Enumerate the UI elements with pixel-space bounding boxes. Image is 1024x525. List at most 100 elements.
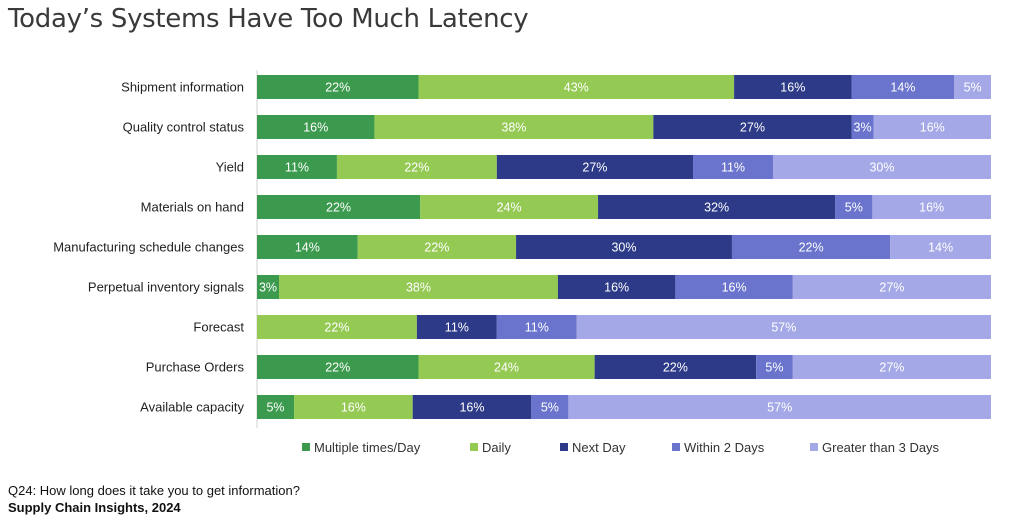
bar-shipment-information-within-2-days — [851, 75, 955, 99]
bar-yield-greater-than-3-days — [772, 155, 991, 179]
bar-perpetual-inventory-signals-next-day — [557, 275, 676, 299]
data-label-forecast-daily: 22% — [324, 321, 349, 335]
bar-materials-on-hand-next-day — [598, 195, 836, 219]
data-label-quality-control-status-greater-than-3-days: 16% — [920, 121, 945, 135]
bar-materials-on-hand-daily — [420, 195, 599, 219]
data-label-manufacturing-schedule-changes-daily: 22% — [424, 241, 449, 255]
category-labels: Shipment information Quality control stat… — [53, 80, 244, 415]
data-label-quality-control-status-multiple-times-day: 16% — [303, 121, 328, 135]
legend-swatch-daily — [470, 443, 478, 451]
legend-label-within-2-days: Within 2 Days — [684, 440, 765, 455]
bar-available-capacity-next-day — [412, 395, 532, 419]
bar-purchase-orders-greater-than-3-days — [792, 355, 991, 379]
data-label-purchase-orders-multiple-times-day: 22% — [325, 361, 350, 375]
category-label-yield: Yield — [216, 160, 244, 175]
data-label-yield-next-day: 27% — [582, 161, 607, 175]
bar-materials-on-hand-greater-than-3-days — [872, 195, 991, 219]
bar-yield-next-day — [496, 155, 694, 179]
data-label-perpetual-inventory-signals-greater-than-3-days: 27% — [879, 281, 904, 295]
legend-label-multiple-times-day: Multiple times/Day — [314, 440, 421, 455]
data-label-manufacturing-schedule-changes-next-day: 30% — [611, 241, 636, 255]
data-label-forecast-greater-than-3-days: 57% — [771, 321, 796, 335]
bar-materials-on-hand-within-2-days — [835, 195, 873, 219]
data-label-manufacturing-schedule-changes-multiple-times-day: 14% — [295, 241, 320, 255]
bar-shipment-information-daily — [418, 75, 735, 99]
bar-forecast-daily — [257, 315, 417, 339]
data-label-shipment-information-greater-than-3-days: 5% — [964, 81, 982, 95]
data-label-purchase-orders-next-day: 22% — [663, 361, 688, 375]
bar-forecast-next-day — [416, 315, 497, 339]
data-label-shipment-information-daily: 43% — [564, 81, 589, 95]
data-label-materials-on-hand-greater-than-3-days: 16% — [919, 201, 944, 215]
bar-manufacturing-schedule-changes-next-day — [516, 235, 732, 259]
data-label-yield-greater-than-3-days: 30% — [869, 161, 894, 175]
legend-swatch-within-2-days — [672, 443, 680, 451]
page-title: Today’s Systems Have Too Much Latency — [8, 4, 529, 34]
data-label-quality-control-status-within-2-days: 3% — [854, 121, 872, 135]
category-label-purchase-orders: Purchase Orders — [146, 360, 245, 375]
data-label-materials-on-hand-next-day: 32% — [704, 201, 729, 215]
category-label-forecast: Forecast — [193, 320, 244, 335]
stacked-bar-chart: Shipment information Quality control stat… — [53, 70, 991, 455]
data-label-purchase-orders-daily: 24% — [494, 361, 519, 375]
bar-perpetual-inventory-signals-within-2-days — [675, 275, 793, 299]
bar-yield-daily — [336, 155, 497, 179]
data-label-purchase-orders-greater-than-3-days: 27% — [879, 361, 904, 375]
bar-shipment-information-multiple-times-day — [257, 75, 419, 99]
category-label-shipment-information: Shipment information — [121, 80, 244, 95]
data-label-materials-on-hand-daily: 24% — [497, 201, 522, 215]
category-label-manufacturing-schedule-changes: Manufacturing schedule changes — [53, 240, 244, 255]
data-label-available-capacity-next-day: 16% — [459, 401, 484, 415]
data-label-yield-daily: 22% — [404, 161, 429, 175]
category-label-quality-control-status: Quality control status — [123, 120, 245, 135]
bar-quality-control-status-within-2-days — [851, 115, 874, 139]
legend-swatch-next-day — [560, 443, 568, 451]
data-label-available-capacity-multiple-times-day: 5% — [266, 401, 284, 415]
category-label-available-capacity: Available capacity — [140, 400, 244, 415]
legend-label-greater-than-3-days: Greater than 3 Days — [822, 440, 940, 455]
bar-purchase-orders-next-day — [594, 355, 757, 379]
bar-segments: 22% 43% 16% 14% 5% 16% 38% 27% 3% 16% 11% 22% 27% 11%… — [257, 75, 991, 419]
data-label-perpetual-inventory-signals-multiple-times-day: 3% — [259, 281, 277, 295]
data-label-yield-multiple-times-day: 11% — [285, 161, 309, 175]
bar-shipment-information-greater-than-3-days — [954, 75, 991, 99]
data-label-purchase-orders-within-2-days: 5% — [765, 361, 783, 375]
data-label-available-capacity-greater-than-3-days: 57% — [767, 401, 792, 415]
bar-manufacturing-schedule-changes-greater-than-3-days — [890, 235, 991, 259]
legend-swatch-greater-than-3-days — [810, 443, 818, 451]
bar-perpetual-inventory-signals-daily — [279, 275, 558, 299]
bar-forecast-greater-than-3-days — [576, 315, 991, 339]
data-label-quality-control-status-next-day: 27% — [740, 121, 765, 135]
data-label-shipment-information-next-day: 16% — [780, 81, 805, 95]
bar-available-capacity-greater-than-3-days — [568, 395, 991, 419]
category-label-perpetual-inventory-signals: Perpetual inventory signals — [88, 280, 245, 295]
data-label-manufacturing-schedule-changes-greater-than-3-days: 14% — [928, 241, 953, 255]
data-label-shipment-information-within-2-days: 14% — [890, 81, 915, 95]
data-label-quality-control-status-daily: 38% — [501, 121, 526, 135]
data-label-available-capacity-daily: 16% — [341, 401, 366, 415]
bar-yield-multiple-times-day — [257, 155, 337, 179]
legend: Multiple times/Day Daily Next Day Within 2 … — [302, 440, 940, 455]
bar-yield-within-2-days — [693, 155, 773, 179]
bar-manufacturing-schedule-changes-daily — [357, 235, 517, 259]
bar-quality-control-status-daily — [374, 115, 654, 139]
bar-manufacturing-schedule-changes-multiple-times-day — [257, 235, 358, 259]
bar-perpetual-inventory-signals-multiple-times-day — [257, 275, 280, 299]
bar-quality-control-status-multiple-times-day — [257, 115, 375, 139]
data-label-perpetual-inventory-signals-within-2-days: 16% — [722, 281, 747, 295]
data-label-manufacturing-schedule-changes-within-2-days: 22% — [799, 241, 824, 255]
data-label-materials-on-hand-within-2-days: 5% — [845, 201, 863, 215]
bar-purchase-orders-within-2-days — [756, 355, 793, 379]
legend-swatch-multiple-times-day — [302, 443, 310, 451]
data-label-materials-on-hand-multiple-times-day: 22% — [326, 201, 351, 215]
data-label-perpetual-inventory-signals-daily: 38% — [406, 281, 431, 295]
category-label-materials-on-hand: Materials on hand — [141, 200, 244, 215]
bar-purchase-orders-multiple-times-day — [257, 355, 419, 379]
data-label-yield-within-2-days: 11% — [721, 161, 745, 175]
bar-quality-control-status-next-day — [653, 115, 852, 139]
data-label-shipment-information-multiple-times-day: 22% — [325, 81, 350, 95]
bar-available-capacity-daily — [294, 395, 413, 419]
bar-materials-on-hand-multiple-times-day — [257, 195, 421, 219]
data-label-forecast-next-day: 11% — [445, 321, 469, 335]
data-label-forecast-within-2-days: 11% — [525, 321, 549, 335]
